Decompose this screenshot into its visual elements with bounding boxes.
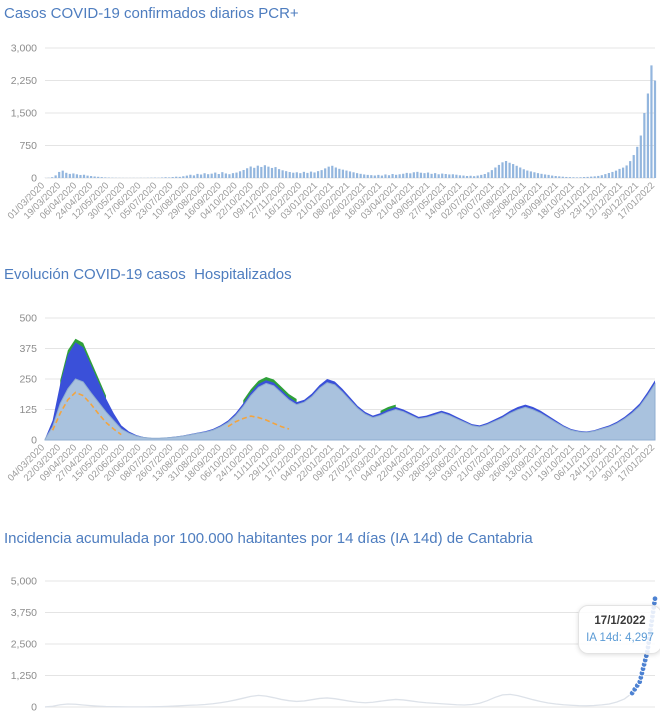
- y-tick-label: 0: [31, 435, 37, 447]
- y-tick-label: 375: [19, 343, 37, 355]
- y-tick-label: 5,000: [11, 576, 37, 588]
- hospitalized-chart-title: Evolución COVID-19 casos Hospitalizados: [4, 266, 292, 283]
- hospitalized-chart[interactable]: 012525037550004/03/202022/03/202009/04/2…: [0, 290, 660, 520]
- y-tick-label: 3,750: [11, 607, 37, 619]
- y-tick-label: 1,500: [11, 108, 37, 120]
- y-tick-label: 0: [31, 702, 37, 714]
- ia14d-chart-title: Incidencia acumulada por 100.000 habitan…: [4, 530, 533, 547]
- y-tick-label: 2,500: [11, 639, 37, 651]
- y-tick-label: 3,000: [11, 43, 37, 55]
- y-tick-label: 0: [31, 173, 37, 185]
- pcr-daily-chart[interactable]: 07501,5002,2503,00001/03/202019/03/20200…: [0, 28, 660, 250]
- ia14d-chart[interactable]: 0 1,250 2,500 3,750 5,000: [0, 556, 660, 720]
- y-tick-label: 125: [19, 404, 37, 416]
- line-serie-naranja: [51, 391, 122, 436]
- chart-tooltip: 17/1/2022 IA 14d: 4,297: [578, 605, 660, 654]
- tooltip-date: 17/1/2022: [594, 615, 646, 627]
- y-tick-label: 1,250: [11, 670, 37, 682]
- line-serie-naranja: [227, 415, 290, 430]
- y-tick-label: 250: [19, 374, 37, 386]
- tooltip-value: IA 14d: 4,297: [586, 632, 654, 644]
- area-serie-azul: [45, 342, 655, 440]
- y-tick-label: 2,250: [11, 75, 37, 87]
- ia14d-highlight-dot: [651, 595, 659, 602]
- y-tick-label: 750: [19, 140, 37, 152]
- area-serie-principal: [44, 378, 656, 441]
- ia14d-line: [44, 692, 633, 708]
- y-tick-label: 500: [19, 313, 37, 325]
- pcr-chart-title: Casos COVID-19 confirmados diarios PCR+: [4, 5, 299, 22]
